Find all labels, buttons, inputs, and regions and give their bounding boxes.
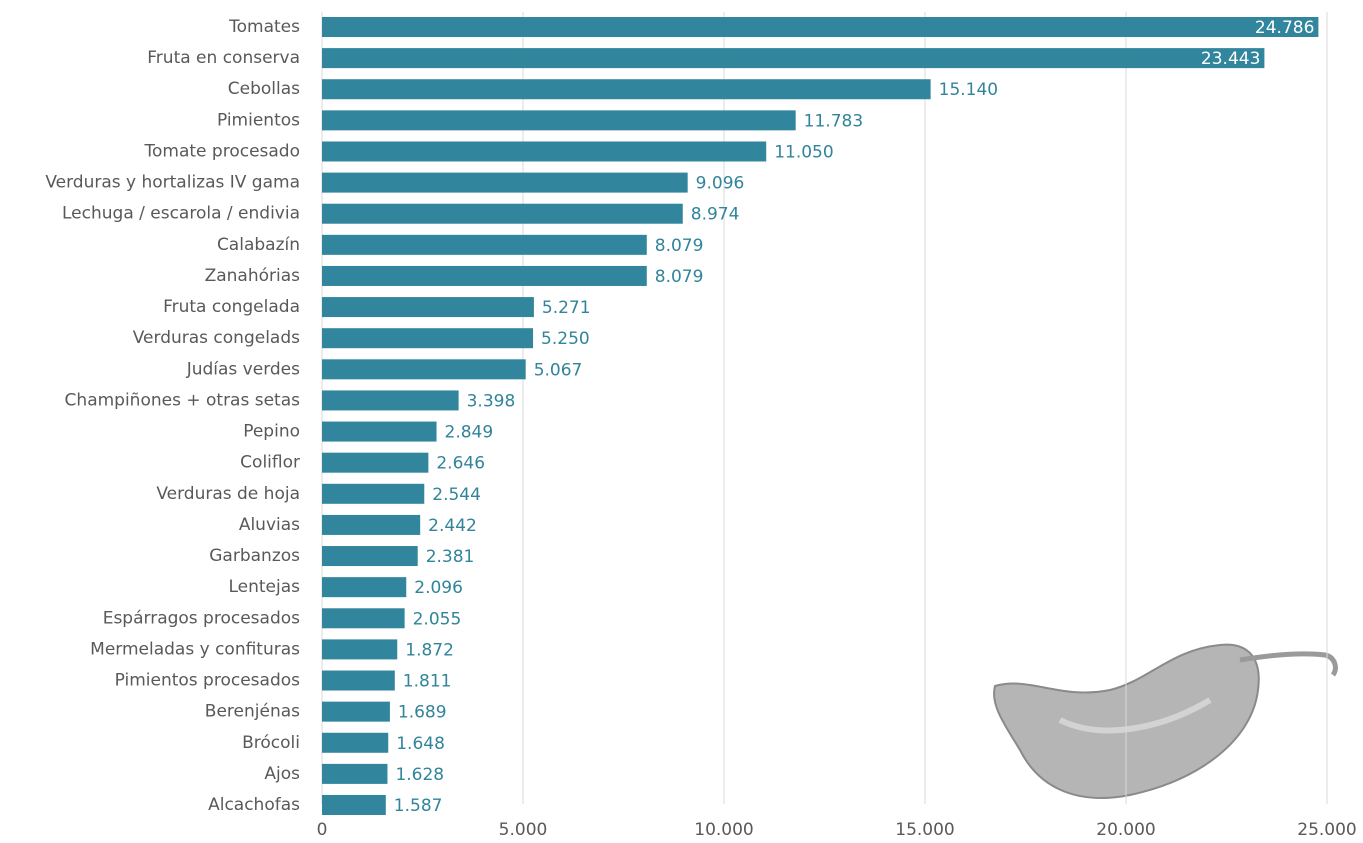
bar [322, 234, 647, 255]
value-label: 11.050 [774, 142, 833, 162]
bar [322, 328, 534, 349]
bar [322, 17, 1319, 37]
y-tick-label: Pimientos [217, 110, 300, 130]
value-label: 2.646 [436, 454, 485, 474]
bar [322, 639, 398, 660]
x-tick-label: 15.000 [895, 820, 954, 840]
bar [322, 763, 388, 784]
bar [322, 110, 796, 131]
value-label: 2.849 [445, 423, 494, 443]
y-tick-label: Pepino [243, 422, 300, 442]
value-label: 3.398 [467, 391, 516, 411]
y-tick-label: Champiñones + otras setas [65, 390, 301, 410]
value-label: 5.271 [542, 298, 591, 318]
value-label: 15.140 [939, 80, 998, 100]
y-tick-label: Lentejas [228, 577, 300, 597]
value-label: 1.587 [394, 796, 443, 816]
y-tick-label: Mermeladas y confituras [90, 639, 300, 659]
y-tick-label: Garbanzos [209, 546, 300, 566]
bar [322, 48, 1265, 69]
value-label: 1.872 [405, 640, 454, 660]
value-label: 1.689 [398, 703, 447, 723]
value-label: 1.811 [403, 672, 452, 692]
value-label: 24.786 [1255, 18, 1314, 38]
bar [322, 172, 688, 193]
bar [322, 795, 386, 815]
bar [322, 265, 647, 286]
bar [322, 79, 931, 100]
pepper-illustration [993, 643, 1338, 799]
y-tick-label: Tomate procesado [144, 141, 300, 161]
y-tick-label: Berenjénas [205, 702, 300, 722]
value-label: 1.648 [396, 734, 445, 754]
value-label: 2.544 [432, 485, 481, 505]
y-tick-label: Ajos [264, 764, 300, 784]
y-tick-label: Fruta congelada [163, 297, 300, 317]
value-label: 9.096 [696, 174, 745, 194]
bar [322, 483, 425, 504]
bar [322, 203, 683, 224]
y-tick-label: Judías verdes [186, 359, 300, 379]
value-label: 1.628 [395, 765, 444, 785]
y-tick-label: Verduras de hoja [156, 484, 300, 504]
value-label: 5.067 [534, 360, 583, 380]
y-tick-label: Zanahórias [205, 266, 301, 286]
x-tick-label: 5.000 [499, 820, 548, 840]
x-tick-label: 20.000 [1096, 820, 1155, 840]
y-tick-label: Verduras congelads [133, 328, 300, 348]
y-tick-label: Alcachofas [208, 795, 300, 815]
y-tick-label: Tomates [228, 17, 300, 37]
y-tick-label: Coliflor [240, 453, 300, 473]
y-tick-label: Cebollas [228, 79, 300, 99]
y-tick-label: Verduras y hortalizas IV gama [45, 173, 300, 193]
bar [322, 732, 389, 753]
bar [322, 390, 459, 411]
value-label: 8.974 [691, 205, 740, 225]
bar [322, 546, 418, 567]
x-tick-label: 0 [317, 820, 328, 840]
value-label: 2.442 [428, 516, 477, 536]
x-tick-label: 10.000 [694, 820, 753, 840]
bar [322, 670, 395, 691]
value-label: 2.381 [426, 547, 475, 567]
y-tick-label: Lechuga / escarola / endivia [62, 204, 300, 224]
y-tick-label: Aluvias [239, 515, 300, 535]
x-tick-label: 25.000 [1297, 820, 1356, 840]
value-label: 8.079 [655, 236, 704, 256]
y-tick-label: Espárragos procesados [103, 608, 300, 628]
y-tick-label: Brócoli [242, 733, 300, 753]
bar [322, 701, 390, 722]
value-label: 2.096 [414, 578, 463, 598]
y-tick-label: Fruta en conserva [147, 48, 300, 68]
y-tick-label: Calabazín [217, 235, 300, 255]
bar [322, 452, 429, 473]
value-label: 11.783 [804, 111, 863, 131]
bar [322, 297, 534, 318]
bar [322, 359, 526, 380]
bar [322, 608, 405, 629]
bar [322, 421, 437, 442]
bar [322, 141, 767, 162]
y-tick-label: Pimientos procesados [115, 671, 301, 691]
value-label: 23.443 [1201, 49, 1260, 69]
value-label: 2.055 [413, 609, 462, 629]
value-label: 5.250 [541, 329, 590, 349]
bar [322, 577, 407, 598]
bar [322, 514, 421, 535]
value-label: 8.079 [655, 267, 704, 287]
